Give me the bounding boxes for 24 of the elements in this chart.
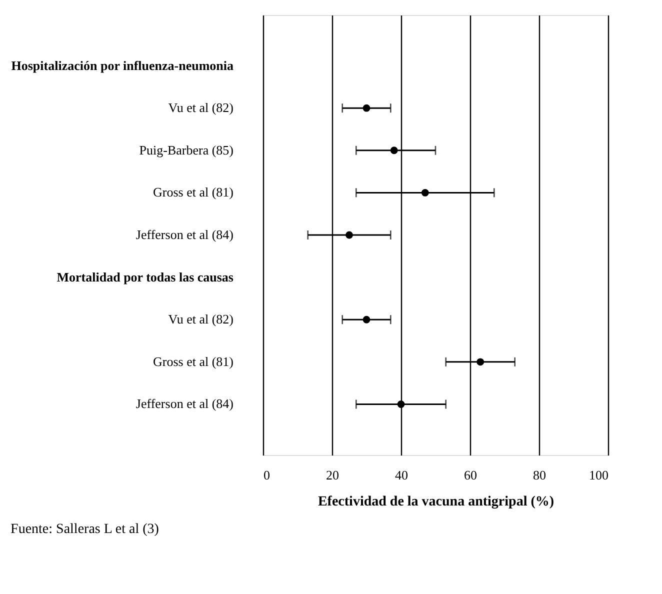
x-tick-label: 100 [589, 468, 608, 482]
y-tick-label: Vu et al (82) [168, 100, 234, 116]
x-tick-label: 60 [464, 468, 477, 482]
x-tick-label: 40 [395, 468, 408, 482]
point [362, 316, 370, 324]
point [421, 188, 429, 196]
point [346, 231, 353, 239]
x-tick-label: 0 [264, 468, 270, 482]
y-tick-label: Jefferson et al (84) [136, 396, 234, 412]
source-note: Fuente: Salleras L et al (3) [10, 522, 160, 537]
y-tick-label: Gross et al (81) [152, 354, 234, 369]
x-axis-title: Efectividad de la vacuna antigripal (%) [318, 494, 554, 510]
y-tick-label: Jefferson et al (84) [136, 227, 234, 242]
point [397, 400, 405, 408]
x-tick-label: 80 [533, 468, 546, 482]
point [390, 146, 398, 154]
y-tick-label: Vu et al (82) [168, 312, 234, 327]
y-tick-label: Mortalidad por todas las causas [56, 269, 234, 284]
y-tick-label: Gross et al (81) [152, 184, 234, 200]
y-tick-label: Puig-Barbera (85) [139, 142, 234, 158]
point [476, 358, 484, 366]
point [362, 104, 370, 112]
y-tick-label: Hospitalización por influenza-neumonia [11, 58, 234, 73]
x-tick-label: 20 [326, 468, 339, 482]
